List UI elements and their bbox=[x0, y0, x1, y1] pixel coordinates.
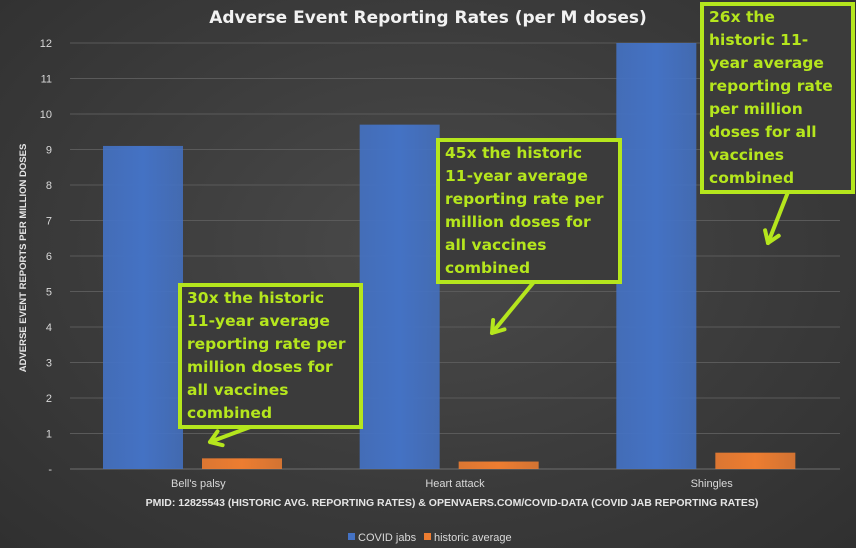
arrow-shaft bbox=[490, 275, 540, 335]
bar-covid bbox=[359, 124, 440, 470]
y-tick-label: 5 bbox=[46, 287, 52, 299]
y-tick-label: 1 bbox=[46, 429, 52, 441]
legend-swatch bbox=[424, 533, 431, 540]
bars bbox=[103, 43, 796, 470]
annotation-heart-attack: 45x the historic 11-year average reporti… bbox=[436, 138, 622, 284]
arrow-shaft bbox=[766, 190, 790, 245]
legend-label: COVID jabs bbox=[358, 532, 417, 544]
y-tick-label: 9 bbox=[46, 145, 52, 157]
annotation-bells-palsy: 30x the historic 11-year average reporti… bbox=[178, 283, 363, 429]
x-tick-label: Shingles bbox=[691, 478, 734, 490]
x-axis-label: PMID: 12825543 (HISTORIC AVG. REPORTING … bbox=[146, 497, 759, 509]
legend-swatch bbox=[348, 533, 355, 540]
y-tick-label: 12 bbox=[40, 38, 52, 50]
y-tick-label: 7 bbox=[46, 216, 52, 228]
y-axis-label: ADVERSE EVENT REPORTS PER MILLION DOSES bbox=[18, 144, 29, 373]
bar-historic bbox=[202, 458, 282, 469]
annotation-shingles: 26x the historic 11-year average reporti… bbox=[700, 2, 855, 194]
bar-covid bbox=[616, 43, 697, 469]
arrow-head bbox=[490, 318, 507, 335]
y-tick-label: 6 bbox=[46, 251, 52, 263]
y-tick-label: - bbox=[48, 464, 52, 476]
legend-label: historic average bbox=[434, 532, 512, 544]
bar-covid bbox=[103, 145, 183, 469]
bar-historic bbox=[458, 461, 539, 469]
x-tick-labels: Bell's palsy Heart attack Shingles bbox=[171, 478, 733, 490]
bar-historic bbox=[715, 452, 796, 469]
chart-title: Adverse Event Reporting Rates (per M dos… bbox=[209, 8, 647, 28]
x-tick-label: Heart attack bbox=[425, 478, 485, 490]
legend: COVID jabs historic average bbox=[348, 532, 512, 544]
y-tick-label: 3 bbox=[46, 358, 52, 370]
x-tick-label: Bell's palsy bbox=[171, 478, 226, 490]
y-tick-label: 8 bbox=[46, 180, 52, 192]
y-tick-label: 4 bbox=[46, 322, 52, 334]
y-tick-label: 11 bbox=[41, 74, 52, 86]
y-tick-label: 2 bbox=[46, 393, 52, 405]
arrow-head bbox=[763, 228, 781, 245]
arrow-head bbox=[208, 429, 225, 448]
y-tick-label: 10 bbox=[40, 109, 52, 121]
